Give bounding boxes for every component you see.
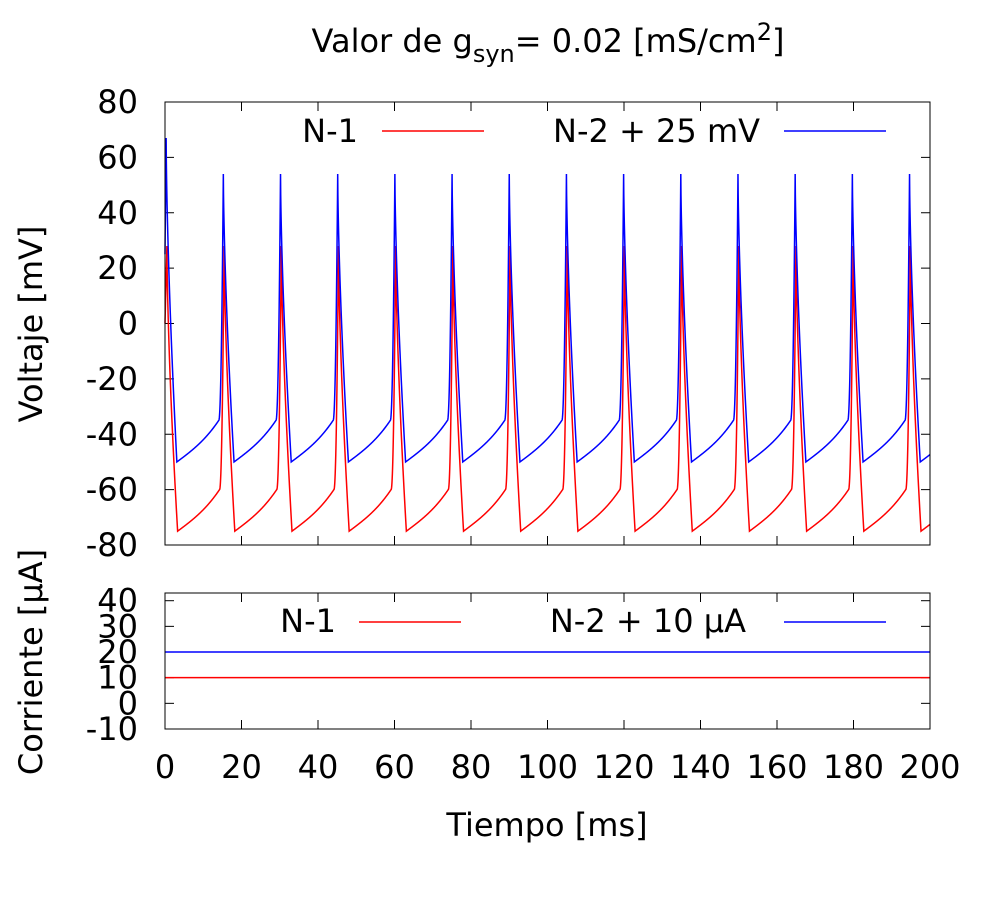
- current-xtick-label: 160: [746, 748, 807, 786]
- current-plot-frame: [164, 592, 931, 730]
- current-series: [165, 651, 930, 679]
- voltage-legend-label-n1: N-1: [302, 112, 358, 150]
- current-ytick-label: 0: [118, 684, 138, 722]
- current-ytick-label: 20: [97, 633, 138, 671]
- voltage-series-n1-line: [164, 245, 931, 533]
- title-middle: = 0.02 [mS/cm: [515, 22, 757, 60]
- voltage-series-n2-line: [164, 137, 931, 464]
- current-xtick-label: 80: [451, 748, 492, 786]
- voltage-panel: 80 60 40 20 0 -20 -40 -60 -80 N-1 N-2 + 25 mV Vo…: [12, 83, 931, 564]
- voltage-ytick-label: 80: [97, 83, 138, 121]
- chart-title: Valor de gsyn= 0.02 [mS/cm2]: [312, 18, 785, 68]
- current-xtick-label: 120: [593, 748, 654, 786]
- voltage-ytick-label: 0: [118, 305, 138, 343]
- current-y-axis-title: Corriente [μA]: [12, 549, 50, 775]
- current-ytick-label: 40: [97, 582, 138, 620]
- current-legend-label-n1: N-1: [280, 602, 336, 640]
- voltage-ticks: 80 60 40 20 0 -20 -40 -60 -80: [86, 83, 931, 564]
- current-legend: N-1 N-2 + 10 μA: [280, 602, 886, 640]
- x-axis-title: Tiempo [ms]: [445, 806, 647, 844]
- current-ytick-label: 30: [97, 607, 138, 645]
- voltage-legend: N-1 N-2 + 25 mV: [302, 112, 886, 150]
- title-subscript: syn: [473, 40, 515, 68]
- voltage-ytick-label: 20: [97, 249, 138, 287]
- current-xtick-label: 0: [155, 748, 175, 786]
- current-xtick-label: 180: [823, 748, 884, 786]
- current-xtick-label: 60: [374, 748, 415, 786]
- voltage-ytick-label: -40: [86, 415, 138, 453]
- voltage-ytick-label: 60: [97, 138, 138, 176]
- current-xtick-label: 20: [221, 748, 262, 786]
- current-ytick-label: 10: [97, 659, 138, 697]
- voltage-plot-frame: [164, 101, 931, 546]
- current-xtick-label: 40: [298, 748, 339, 786]
- voltage-ytick-label: -80: [86, 526, 138, 564]
- current-xtick-label: 140: [670, 748, 731, 786]
- title-superscript: 2: [757, 18, 772, 46]
- voltage-legend-label-n2: N-2 + 25 mV: [553, 112, 760, 150]
- current-legend-label-n2: N-2 + 10 μA: [550, 602, 746, 640]
- voltage-y-axis-title: Voltaje [mV]: [12, 226, 50, 423]
- title-prefix: Valor de g: [312, 22, 473, 60]
- voltage-series: [164, 137, 931, 533]
- current-xtick-label: 100: [517, 748, 578, 786]
- current-ytick-label: -10: [86, 710, 138, 748]
- voltage-ytick-label: -60: [86, 471, 138, 509]
- voltage-ytick-label: -20: [86, 360, 138, 398]
- voltage-ytick-label: 40: [97, 194, 138, 232]
- current-xtick-label: 200: [899, 748, 960, 786]
- title-suffix: ]: [772, 22, 784, 60]
